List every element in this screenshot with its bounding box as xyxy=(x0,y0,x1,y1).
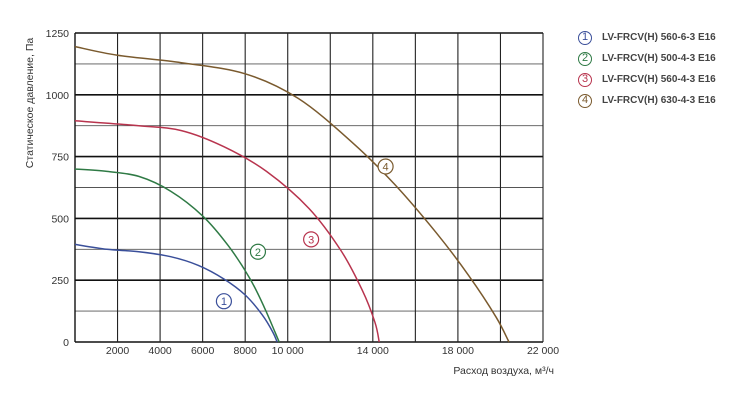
curve-marker-label-2: 2 xyxy=(255,247,261,259)
legend-label: LV-FRCV(H) 560-6-3 E16 xyxy=(602,32,716,43)
legend-label: LV-FRCV(H) 500-4-3 E16 xyxy=(602,53,716,64)
x-tick-label: 14 000 xyxy=(357,345,389,357)
legend-item-2: 2 LV-FRCV(H) 500-4-3 E16 xyxy=(578,48,716,69)
x-tick-label: 18 000 xyxy=(442,345,474,357)
legend-marker: 4 xyxy=(578,93,592,108)
legend-label: LV-FRCV(H) 630-4-3 E16 xyxy=(602,95,716,106)
legend-marker: 1 xyxy=(578,30,592,45)
fan-curve-4 xyxy=(74,45,510,343)
y-tick-label: 1250 xyxy=(46,28,70,40)
chart-grid xyxy=(74,32,544,343)
fan-curve-1 xyxy=(74,243,278,343)
fan-curves: 1 2 3 4 xyxy=(74,45,510,343)
legend-item-1: 1 LV-FRCV(H) 560-6-3 E16 xyxy=(578,27,716,48)
y-tick-label: 250 xyxy=(51,275,69,287)
x-tick-label: 8000 xyxy=(234,345,258,357)
y-tick-label: 0 xyxy=(63,337,69,349)
x-axis-ticks: 2000 4000 6000 8000 10 000 14 000 18 000 22 000 xyxy=(106,345,559,357)
y-axis-ticks: 0 250 500 750 1000 1250 xyxy=(46,28,70,349)
curve-marker-label-3: 3 xyxy=(308,234,314,246)
legend-item-3: 3 LV-FRCV(H) 560-4-3 E16 xyxy=(578,69,716,90)
y-axis-title: Статическое давление, Па xyxy=(24,38,36,169)
x-tick-label: 6000 xyxy=(191,345,215,357)
fan-curve-3 xyxy=(74,120,380,343)
y-tick-label: 1000 xyxy=(46,90,70,102)
curve-marker-label-1: 1 xyxy=(221,296,227,308)
curve-marker-circle-1 xyxy=(215,293,233,310)
legend-label: LV-FRCV(H) 560-4-3 E16 xyxy=(602,74,716,85)
x-tick-label: 2000 xyxy=(106,345,130,357)
legend-marker: 3 xyxy=(578,72,592,87)
fan-curve-2 xyxy=(74,168,280,343)
x-axis-title: Расход воздуха, м³/ч xyxy=(453,365,554,377)
curve-marker-circle-3 xyxy=(303,231,320,248)
x-tick-label: 10 000 xyxy=(272,345,304,357)
legend-item-4: 4 LV-FRCV(H) 630-4-3 E16 xyxy=(578,90,716,111)
curve-marker-circle-4 xyxy=(377,158,394,175)
x-tick-label: 4000 xyxy=(148,345,172,357)
y-tick-label: 750 xyxy=(51,152,69,164)
x-tick-label: 22 000 xyxy=(527,345,559,357)
curve-marker-circle-2 xyxy=(249,243,267,260)
y-tick-label: 500 xyxy=(51,213,69,225)
chart-legend: 1 LV-FRCV(H) 560-6-3 E16 2 LV-FRCV(H) 500-4… xyxy=(578,27,716,111)
legend-marker: 2 xyxy=(578,51,592,66)
curve-marker-label-4: 4 xyxy=(383,161,389,173)
